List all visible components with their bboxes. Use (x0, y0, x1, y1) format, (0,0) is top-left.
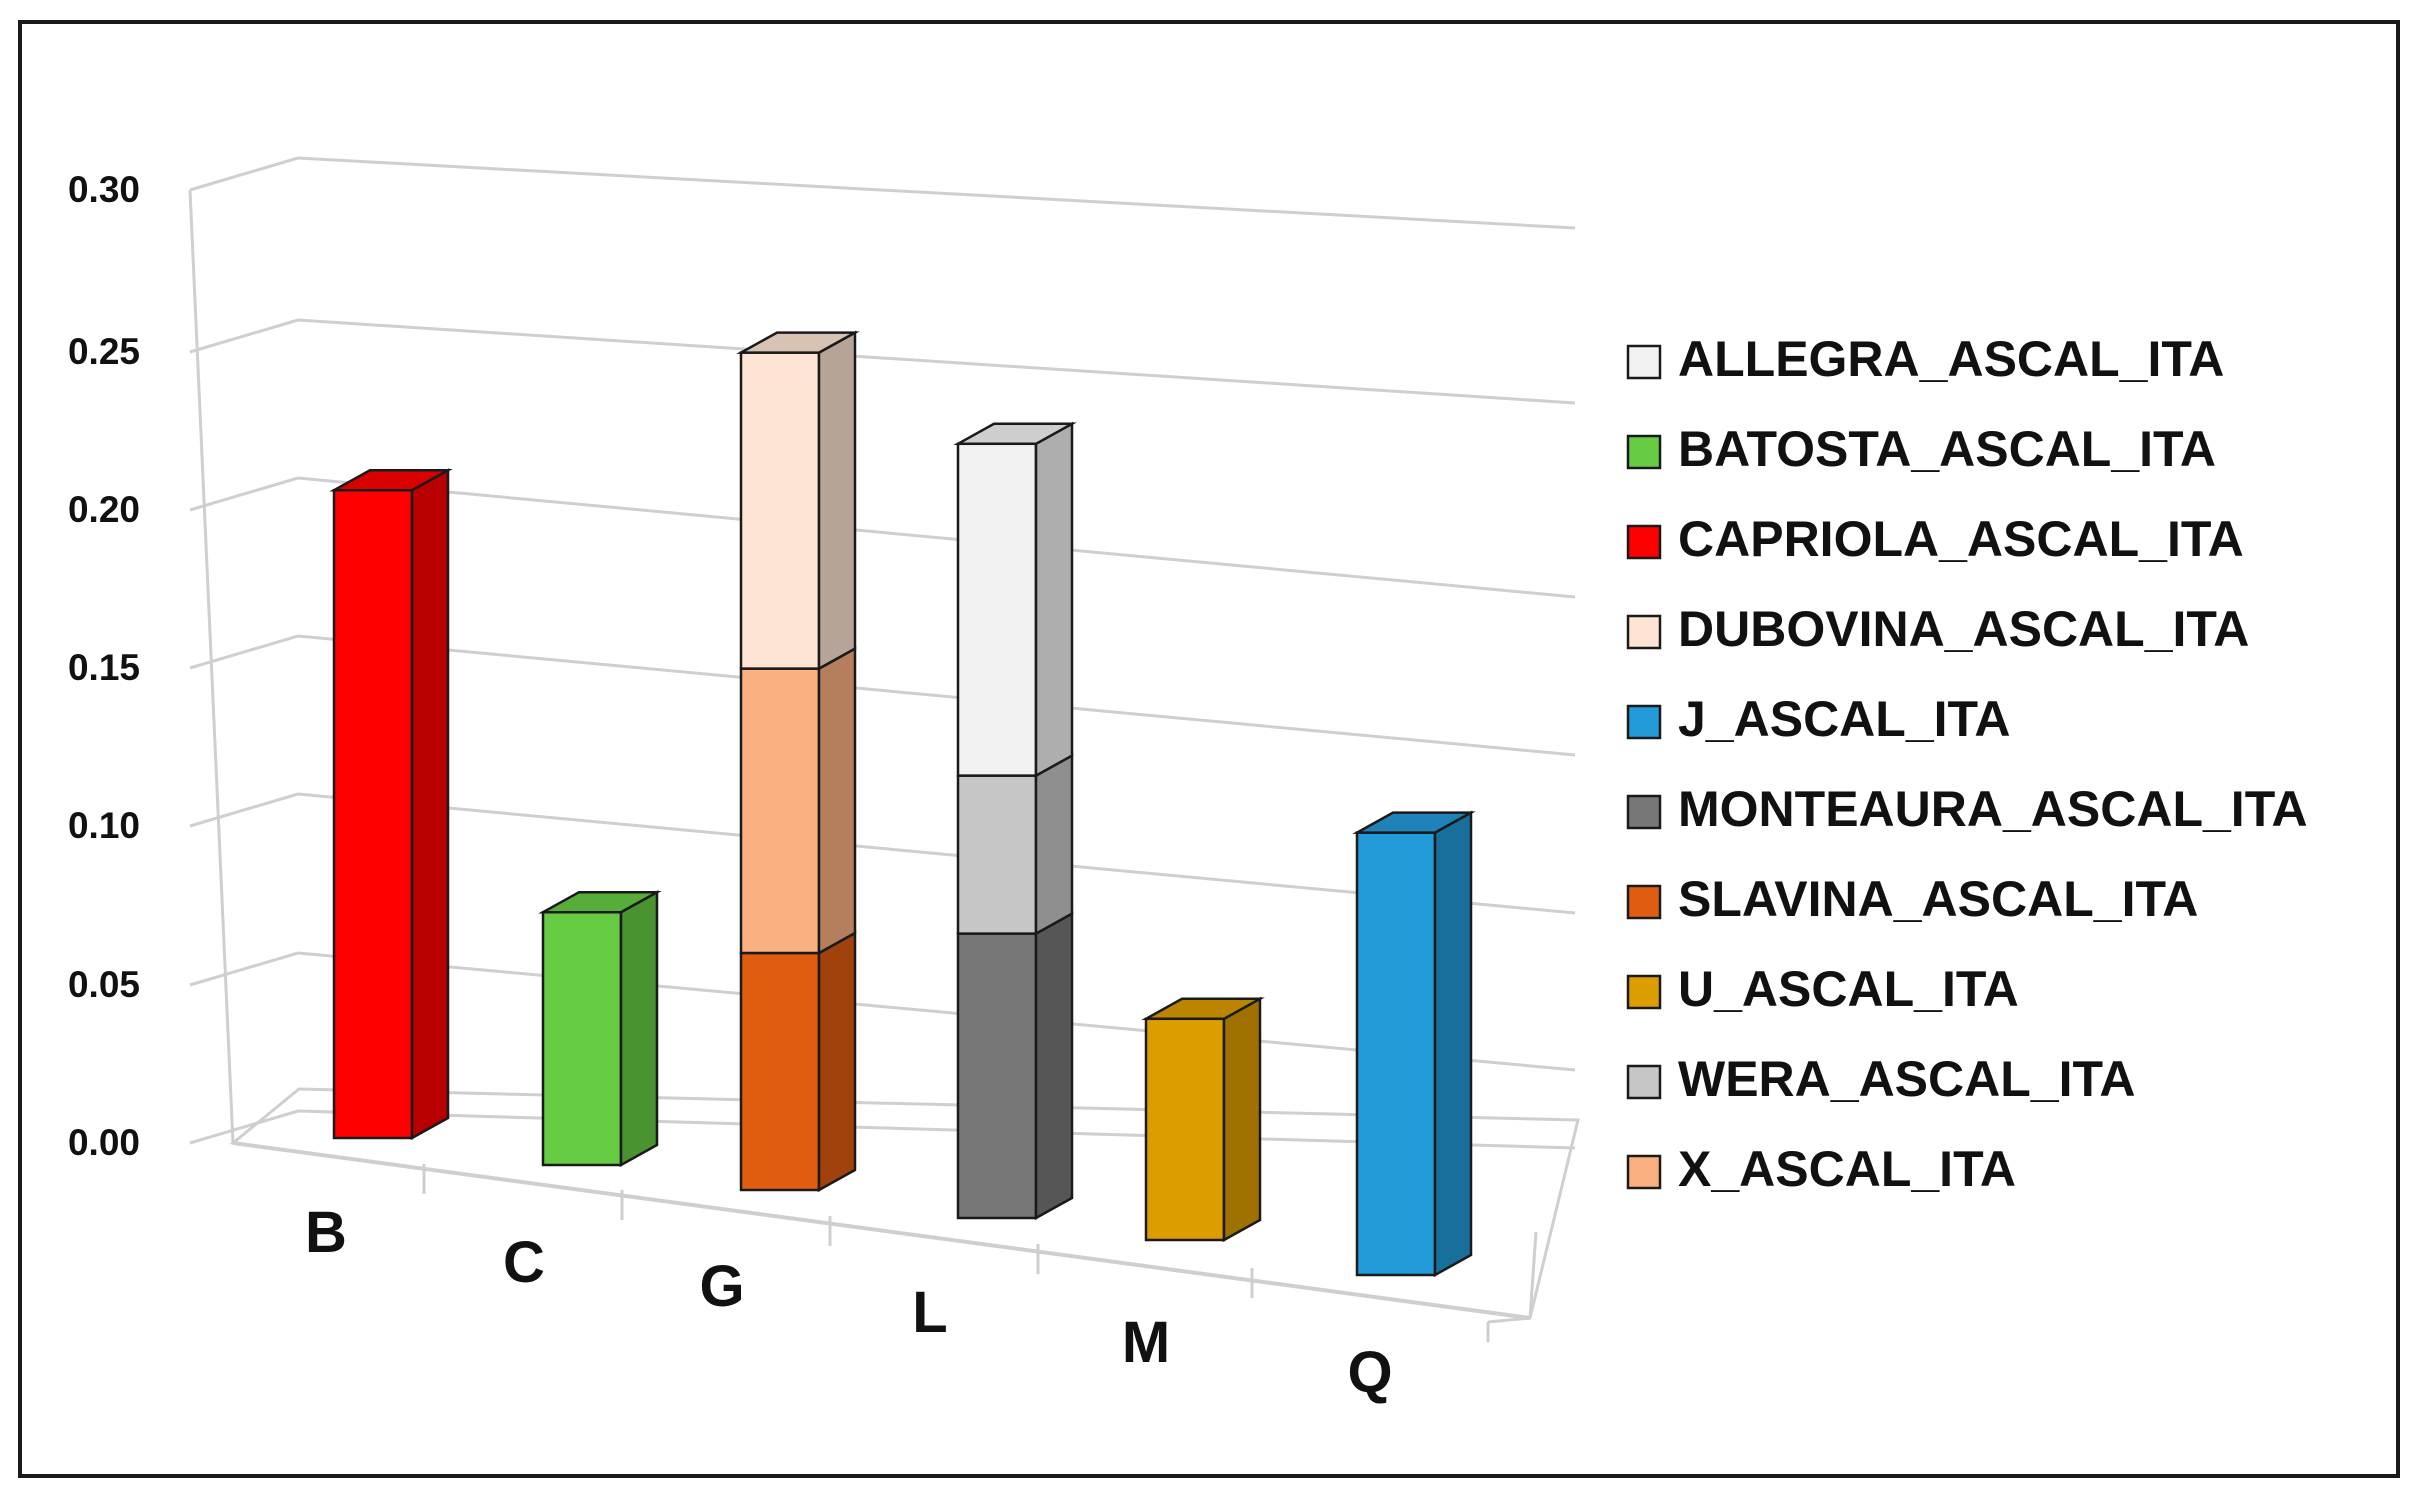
gridline-left-0.20 (189, 476, 299, 512)
bar-segment-L-MONTEAURA_ASCAL_ITA (956, 932, 1038, 1220)
bar-top-L (953, 422, 1077, 446)
category-label-M: M (1122, 1310, 1170, 1375)
legend-label-SLAVINA_ASCAL_ITA: SLAVINA_ASCAL_ITA (1678, 871, 2198, 927)
bar-segment-C-BATOSTA_ASCAL_ITA (541, 910, 623, 1167)
category-labels: B C G L M Q (305, 1200, 1393, 1405)
gridline-left-0.10 (189, 792, 299, 828)
bar-segment-G-DUBOVINA_ASCAL_ITA (739, 351, 821, 670)
bar-segment-G-X_ASCAL_ITA (739, 667, 821, 955)
legend-swatch-BATOSTA_ASCAL_ITA (1626, 434, 1662, 470)
bars (329, 330, 1476, 1278)
gridline-0.25 (297, 318, 1576, 405)
category-label-B: B (305, 1200, 347, 1265)
bar-top-C (538, 890, 662, 914)
y-tick-label: 0.30 (68, 169, 140, 210)
y-tick-label: 0.10 (68, 805, 140, 846)
bar-top-Q (1352, 811, 1476, 834)
bar-segment-Q-J_ASCAL_ITA (1355, 831, 1437, 1277)
y-tick-label: 0.15 (68, 647, 140, 688)
legend-label-ALLEGRA_ASCAL_ITA: ALLEGRA_ASCAL_ITA (1678, 331, 2224, 387)
bar-side-M-U_ASCAL_ITA (1222, 996, 1262, 1243)
y-tick-label: 0.25 (68, 331, 140, 372)
bar-top-G (736, 331, 860, 354)
category-label-Q: Q (1347, 1340, 1392, 1405)
bar-side-B-CAPRIOLA_ASCAL_ITA (410, 468, 450, 1141)
legend-swatch-ALLEGRA_ASCAL_ITA (1626, 344, 1662, 380)
category-label-L: L (912, 1280, 947, 1345)
x-axis-line (232, 1141, 1531, 1320)
bar-side-L-ALLEGRA_ASCAL_ITA (1034, 421, 1074, 778)
legend-swatch-X_ASCAL_ITA (1626, 1154, 1662, 1190)
gridlines (189, 156, 1576, 1150)
bar-side-Q-J_ASCAL_ITA (1433, 810, 1473, 1278)
bar-segment-L-ALLEGRA_ASCAL_ITA (956, 442, 1038, 777)
legend: ALLEGRA_ASCAL_ITA BATOSTA_ASCAL_ITA CAPRIO… (1626, 331, 2308, 1197)
gridline-0.15 (297, 634, 1576, 757)
bar-side-G-SLAVINA_ASCAL_ITA (817, 930, 857, 1193)
bar-top-M (1141, 997, 1265, 1021)
legend-label-MONTEAURA_ASCAL_ITA: MONTEAURA_ASCAL_ITA (1678, 781, 2308, 837)
gridline-left-0.15 (189, 634, 299, 670)
legend-label-DUBOVINA_ASCAL_ITA: DUBOVINA_ASCAL_ITA (1678, 601, 2249, 657)
x-axis-ticks (422, 1164, 1254, 1298)
bar-stack-G (736, 330, 860, 1193)
gridline-0.30 (297, 156, 1576, 230)
bar-top-B (329, 468, 453, 492)
gridline-left-0.00 (189, 1109, 299, 1145)
gridline-left-0.30 (189, 156, 299, 192)
bar-segment-G-SLAVINA_ASCAL_ITA (739, 951, 821, 1192)
gridline-0.20 (297, 476, 1576, 599)
bar-stack-C (538, 890, 662, 1168)
y-axis-ticks: 0.00 0.05 0.10 0.15 0.20 0.25 0.30 (68, 169, 140, 1163)
category-label-G: G (699, 1254, 744, 1319)
bar-segment-M-U_ASCAL_ITA (1144, 1017, 1226, 1242)
legend-swatch-U_ASCAL_ITA (1626, 974, 1662, 1010)
legend-label-X_ASCAL_ITA: X_ASCAL_ITA (1678, 1141, 2016, 1197)
bar-side-G-X_ASCAL_ITA (817, 646, 857, 956)
y-tick-label: 0.05 (68, 964, 140, 1005)
bar-stack-M (1141, 996, 1265, 1243)
legend-label-J_ASCAL_ITA: J_ASCAL_ITA (1678, 691, 2010, 747)
legend-swatch-WERA_ASCAL_ITA (1626, 1064, 1662, 1100)
bar-stack-Q (1352, 810, 1476, 1278)
bar-segment-B-CAPRIOLA_ASCAL_ITA (332, 488, 414, 1140)
y-tick-label: 0.00 (68, 1122, 140, 1163)
legend-swatch-SLAVINA_ASCAL_ITA (1626, 884, 1662, 920)
bar-side-G-DUBOVINA_ASCAL_ITA (817, 330, 857, 671)
y-tick-label: 0.20 (68, 489, 140, 530)
legend-swatch-DUBOVINA_ASCAL_ITA (1626, 614, 1662, 650)
bar-side-L-MONTEAURA_ASCAL_ITA (1034, 911, 1074, 1221)
bar-side-C-BATOSTA_ASCAL_ITA (619, 890, 659, 1168)
bar-stack-B (329, 468, 453, 1141)
bar-side-L-WERA_ASCAL_ITA (1034, 753, 1074, 936)
gridline-left-0.05 (189, 951, 299, 987)
category-label-C: C (503, 1230, 545, 1295)
legend-swatch-CAPRIOLA_ASCAL_ITA (1626, 524, 1662, 560)
legend-label-CAPRIOLA_ASCAL_ITA: CAPRIOLA_ASCAL_ITA (1678, 511, 2244, 567)
legend-swatch-J_ASCAL_ITA (1626, 704, 1662, 740)
legend-label-BATOSTA_ASCAL_ITA: BATOSTA_ASCAL_ITA (1678, 421, 2216, 477)
floor-corner-tick (1487, 1316, 1531, 1324)
floor-right-edge (1528, 1231, 1538, 1319)
gridline-left-0.25 (189, 318, 299, 354)
legend-label-WERA_ASCAL_ITA: WERA_ASCAL_ITA (1678, 1051, 2135, 1107)
legend-swatch-MONTEAURA_ASCAL_ITA (1626, 794, 1662, 830)
bar-segment-L-WERA_ASCAL_ITA (956, 774, 1038, 935)
legend-label-U_ASCAL_ITA: U_ASCAL_ITA (1678, 961, 2019, 1017)
bar-stack-L (953, 421, 1077, 1221)
